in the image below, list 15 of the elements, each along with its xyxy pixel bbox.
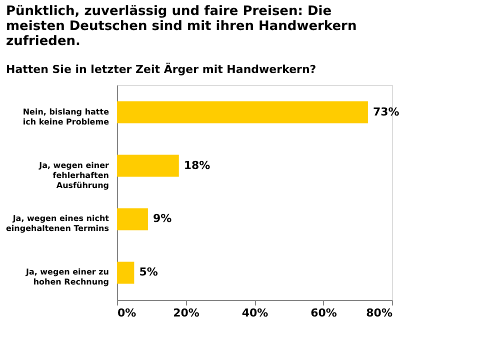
y-tick-label: Ja, wegen eines nicht eingehaltenen Termins (6, 214, 110, 234)
data-label: 73% (372, 105, 400, 118)
chart-title: Pünktlich, zuverlässig und faire Preisen: Die meisten Deutschen sind mit ihren Handwerkern zufrieden. (6, 4, 357, 49)
chart-subtitle: Hatten Sie in letzter Zeit Ärger mit Handwerkern? (6, 62, 316, 76)
data-label: 18% (184, 158, 210, 172)
y-tick-label: Ja, wegen einer fehlerhaften Ausführung (38, 160, 110, 190)
x-tick-label: 60% (310, 306, 337, 320)
y-tick-label: Nein, bislang hatte ich keine Probleme (22, 107, 110, 126)
x-tick-label: 80% (366, 306, 392, 320)
x-tick-label: 0% (118, 306, 136, 320)
x-tick-label: 20% (173, 306, 200, 320)
y-tick-label: Ja, wegen einer zu hohen Rechnung (24, 268, 110, 287)
data-label: 5% (139, 266, 158, 279)
data-label: 9% (152, 212, 172, 226)
x-tick-label: 40% (242, 306, 268, 320)
